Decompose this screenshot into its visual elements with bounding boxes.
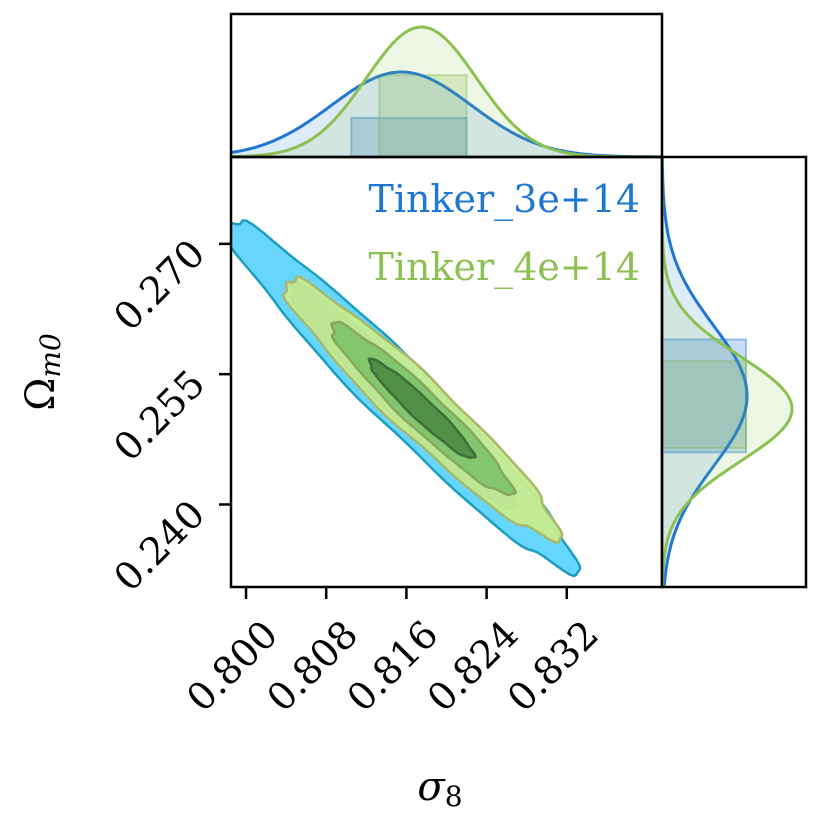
right-band-tinker-4e14 — [662, 360, 747, 450]
sigma8-marginal-panel — [229, 12, 664, 159]
y-tick-label: 0.240 — [105, 492, 213, 600]
x-tick-label: 0.808 — [258, 612, 366, 720]
y-axis-ticks: 0.240 0.255 0.270 — [105, 231, 231, 600]
right-density-tinker-3e14 — [662, 157, 749, 587]
y-tick-label: 0.270 — [105, 231, 213, 339]
legend: Tinker_3e+14 Tinker_4e+14 — [368, 177, 640, 290]
top-density-tinker-4e14 — [231, 25, 661, 157]
omega-m0-marginal-panel — [660, 155, 808, 589]
x-tick-label: 0.800 — [178, 612, 286, 720]
y-axis-label: Ωm0 — [18, 333, 67, 411]
legend-label-tinker-4e14: Tinker_4e+14 — [368, 245, 640, 290]
x-axis-label: σ8 — [417, 764, 462, 813]
contour-tinker-4e14-core — [367, 357, 478, 460]
right-band-tinker-3e14 — [662, 338, 747, 454]
x-tick-label: 0.832 — [499, 612, 607, 720]
x-tick-label: 0.824 — [419, 612, 527, 720]
top-band-tinker-3e14 — [350, 116, 468, 157]
y-tick-label: 0.255 — [105, 361, 213, 469]
legend-label-tinker-3e14: Tinker_3e+14 — [368, 177, 640, 222]
top-band-tinker-4e14 — [378, 74, 468, 157]
joint-contour-panel: Tinker_3e+14 Tinker_4e+14 — [229, 155, 664, 589]
x-tick-label: 0.816 — [339, 612, 447, 720]
